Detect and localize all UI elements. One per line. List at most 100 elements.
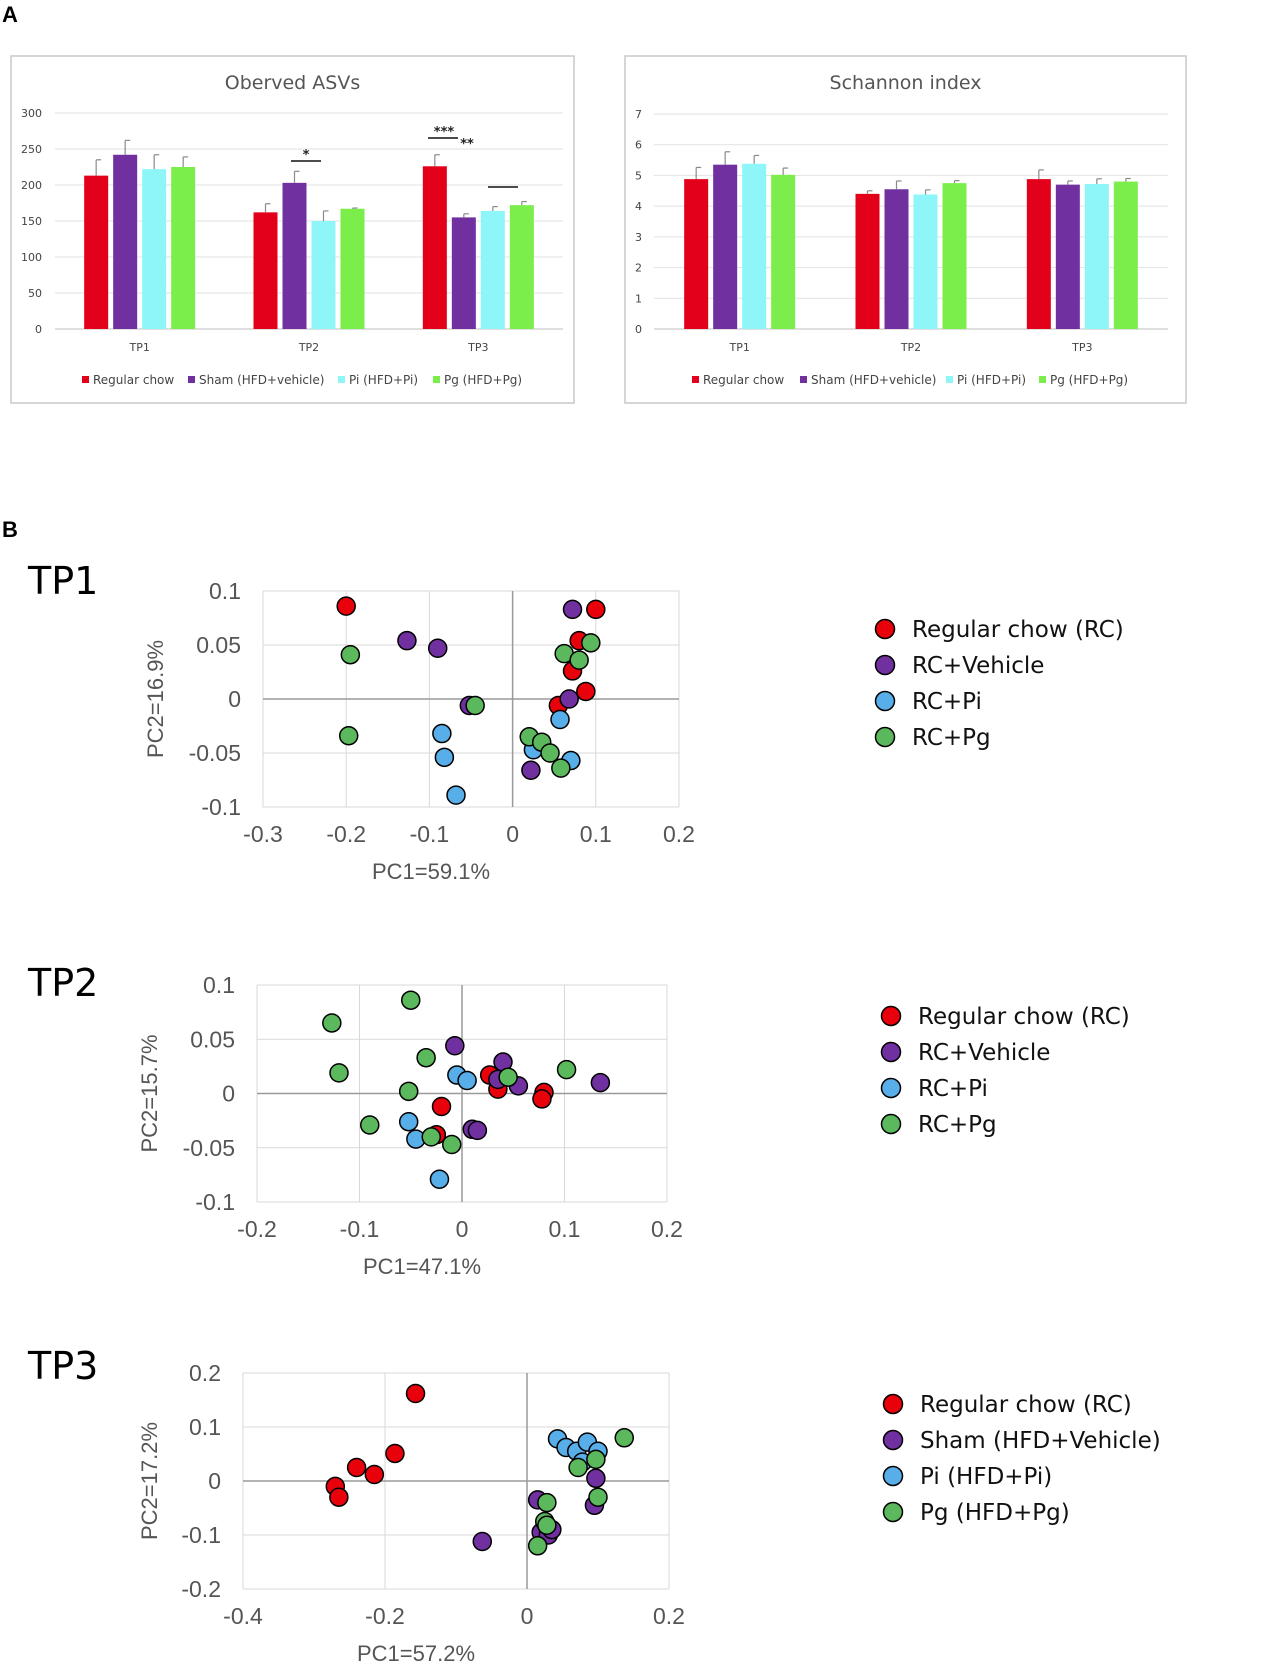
legend-swatch-sham-hfd-vehicle	[800, 376, 807, 383]
bar-pi-hfd-pi-tp3	[1084, 184, 1109, 329]
point-rc-vehicle	[559, 689, 579, 709]
point-rc-vehicle	[427, 638, 448, 658]
x-axis-label: PC1=57.2%	[357, 1641, 475, 1666]
y-tick-label: 4	[635, 200, 642, 213]
point-regular-chow-rc	[431, 1096, 452, 1117]
legend-label-regular-chow-rc: Regular chow (RC)	[918, 1004, 1130, 1030]
point-pg-hfd-pg	[588, 1487, 608, 1507]
legend-label-rc-vehicle: RC+Vehicle	[918, 1040, 1050, 1066]
x-tick-label: -0.1	[340, 1216, 380, 1242]
y-tick-label: 6	[635, 139, 642, 152]
point-rc-pi	[398, 1111, 419, 1132]
y-tick-label: -0.1	[181, 1522, 221, 1548]
bar-sham-hfd-vehicle-tp2	[282, 182, 307, 329]
bar-pi-hfd-pi-tp2	[311, 221, 336, 329]
point-rc-pg	[329, 1063, 349, 1083]
y-tick-label: 0.2	[189, 1360, 221, 1386]
y-tick-label: 50	[28, 287, 42, 300]
point-rc-vehicle	[445, 1036, 465, 1056]
point-rc-pi	[550, 709, 570, 730]
bar-regular-chow-tp3	[1026, 179, 1051, 329]
y-tick-label: 3	[635, 231, 642, 244]
point-rc-pi	[429, 1169, 450, 1189]
legend-label-regular-chow: Regular chow	[93, 373, 174, 387]
timepoint-label: TP2	[27, 961, 98, 1005]
bar-regular-chow-tp1	[684, 179, 709, 329]
x-tick-label: TP3	[1071, 341, 1092, 354]
x-tick-label: -0.1	[410, 821, 450, 847]
legend-marker-pg-hfd-pg	[882, 1501, 904, 1523]
bar-pg-hfd-pg-tp3	[509, 205, 534, 329]
legend-label-sham-hfd-vehicle: Sham (HFD+vehicle)	[199, 373, 324, 387]
x-tick-label: -0.2	[326, 821, 366, 847]
shannon-index-bar-chart: Schannon index 0 1 2 3 4 5 6 7 TP1 TP2 TP3 Regular c…	[624, 55, 1187, 404]
legend-label-rc-vehicle: RC+Vehicle	[912, 653, 1044, 679]
point-rc-vehicle	[397, 630, 417, 651]
chart-title: Oberved ASVs	[225, 72, 361, 94]
y-tick-label: -0.05	[189, 740, 241, 766]
y-tick-label: 0.1	[203, 972, 235, 998]
point-rc-pg	[416, 1047, 436, 1068]
x-tick-label: 0.2	[653, 1603, 685, 1629]
x-tick-label: TP3	[467, 341, 488, 354]
legend-label-rc-pi: RC+Pi	[918, 1076, 988, 1102]
point-rc-pi	[434, 747, 455, 768]
point-rc-pg	[465, 695, 485, 716]
bar-pi-hfd-pi-tp3	[480, 210, 505, 329]
legend-marker-rc-pi	[880, 1077, 902, 1099]
point-regular-chow-rc	[405, 1383, 426, 1404]
bar-sham-hfd-vehicle-tp1	[713, 164, 738, 329]
legend-label-rc-pg: RC+Pg	[918, 1112, 997, 1138]
y-tick-label: 0	[222, 1081, 235, 1107]
tp1-pcoa-scatter: TP1 -0.3 -0.2 -0.1 0 0.1 0.2 -0.1 -0.05 0 0.05 0.1 P…	[27, 559, 1124, 884]
tp3-pcoa-scatter: TP3-0.4 -0.2 0 0.2-0.2-0.100.10.2PC1=57.2%P…	[27, 1344, 1161, 1666]
point-pg-hfd-pg	[537, 1492, 557, 1513]
point-rc-pg	[556, 1059, 577, 1080]
x-tick-label: 0.1	[580, 821, 612, 847]
legend-marker-rc-pg	[874, 726, 896, 748]
y-tick-label: -0.05	[183, 1135, 235, 1161]
y-tick-label: -0.1	[195, 1189, 235, 1215]
legend-marker-rc-vehicle	[880, 1041, 902, 1063]
legend-label-rc-pi: RC+Pi	[912, 689, 982, 715]
x-axis-label: PC1=47.1%	[363, 1254, 481, 1279]
point-rc-pg	[421, 1127, 441, 1147]
point-rc-pi	[446, 785, 466, 805]
bar-pg-hfd-pg-tp2	[942, 183, 967, 329]
legend-marker-rc-vehicle	[874, 654, 896, 676]
y-tick-label: 0	[35, 323, 42, 336]
x-tick-label: 0.2	[651, 1216, 683, 1242]
bar-pg-hfd-pg-tp1	[771, 174, 796, 329]
y-tick-label: 0.05	[190, 1026, 235, 1052]
x-tick-label: 0	[521, 1603, 534, 1629]
bar-pg-hfd-pg-tp3	[1113, 181, 1138, 329]
timepoint-label: TP3	[27, 1344, 98, 1388]
point-pg-hfd-pg	[537, 1515, 557, 1536]
point-rc-pg	[360, 1115, 380, 1135]
point-rc-pg	[398, 1081, 419, 1102]
point-regular-chow-rc	[336, 596, 356, 616]
y-tick-label: 0	[208, 1468, 221, 1494]
bar-sham-hfd-vehicle-tp2	[884, 189, 909, 329]
bar-regular-chow-tp3	[422, 166, 447, 329]
y-tick-label: 5	[635, 169, 642, 182]
point-rc-pg	[340, 644, 361, 665]
y-tick-label: 150	[21, 215, 42, 228]
x-tick-label: 0.2	[663, 821, 695, 847]
x-tick-label: 0	[506, 821, 519, 847]
bar-pi-hfd-pi-tp1	[142, 169, 167, 329]
y-axis-label: PC2=17.2%	[137, 1422, 162, 1540]
point-rc-pg	[401, 990, 421, 1010]
x-tick-label: -0.2	[365, 1603, 405, 1629]
point-regular-chow-rc	[329, 1487, 349, 1507]
point-rc-pg	[540, 743, 560, 763]
point-regular-chow-rc	[346, 1457, 367, 1478]
legend-label-regular-chow: Regular chow	[703, 373, 784, 387]
legend-swatch-pi-hfd-pi	[338, 376, 345, 383]
y-tick-label: 100	[21, 251, 42, 264]
y-axis-label: PC2=15.7%	[137, 1034, 162, 1152]
legend-label-regular-chow-rc: Regular chow (RC)	[912, 617, 1124, 643]
bar-sham-hfd-vehicle-tp3	[1055, 184, 1080, 329]
chart-title: Schannon index	[830, 72, 982, 94]
legend-swatch-pg-hfd-pg	[433, 376, 440, 383]
